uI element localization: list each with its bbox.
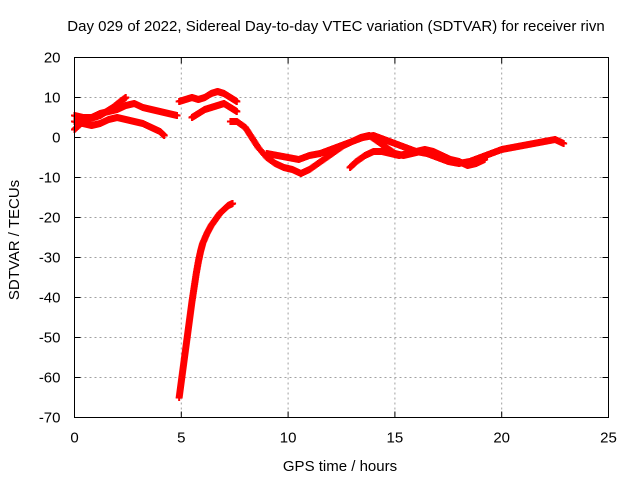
x-tick-label: 20	[493, 430, 510, 447]
series-arc-4	[175, 88, 241, 105]
data-point	[233, 108, 241, 115]
series-arc-2	[71, 100, 181, 121]
data-point	[560, 140, 568, 147]
series-arc-9	[175, 200, 237, 401]
data-point	[173, 112, 181, 119]
x-tick-label: 10	[280, 430, 297, 447]
y-tick-label: -70	[39, 410, 61, 427]
axis-ticks	[74, 57, 609, 418]
y-tick-label: -50	[39, 330, 61, 347]
y-tick-label: -40	[39, 290, 61, 307]
y-tick-label: -20	[39, 210, 61, 227]
y-axis-title: SDTVAR / TECUs	[6, 180, 23, 300]
data-points	[71, 88, 568, 401]
series-arc-8	[346, 146, 489, 171]
data-point	[160, 132, 168, 139]
x-tick-label: 5	[177, 430, 185, 447]
y-tick-label: 0	[52, 130, 60, 147]
data-point	[233, 98, 241, 105]
data-point	[229, 200, 237, 207]
plot-frame	[74, 57, 609, 418]
y-tick-label: -10	[39, 170, 61, 187]
grid	[74, 57, 609, 418]
y-tick-label: 10	[44, 90, 61, 107]
data-point	[481, 156, 489, 163]
chart-title: Day 029 of 2022, Sidereal Day-to-day VTE…	[67, 18, 604, 35]
data-point	[122, 94, 130, 101]
x-axis-title: GPS time / hours	[283, 458, 397, 475]
y-tick-labels: 20 10 0 -10 -20 -30 -40 -50 -60 -70	[39, 50, 61, 427]
x-tick-labels: 0 5 10 15 20 25	[70, 430, 617, 447]
y-tick-label: 20	[44, 50, 61, 67]
y-tick-label: -60	[39, 370, 61, 387]
x-tick-label: 25	[600, 430, 617, 447]
series-arc-5	[188, 100, 241, 121]
x-tick-label: 15	[387, 430, 404, 447]
x-tick-label: 0	[70, 430, 78, 447]
y-tick-label: -30	[39, 250, 61, 267]
